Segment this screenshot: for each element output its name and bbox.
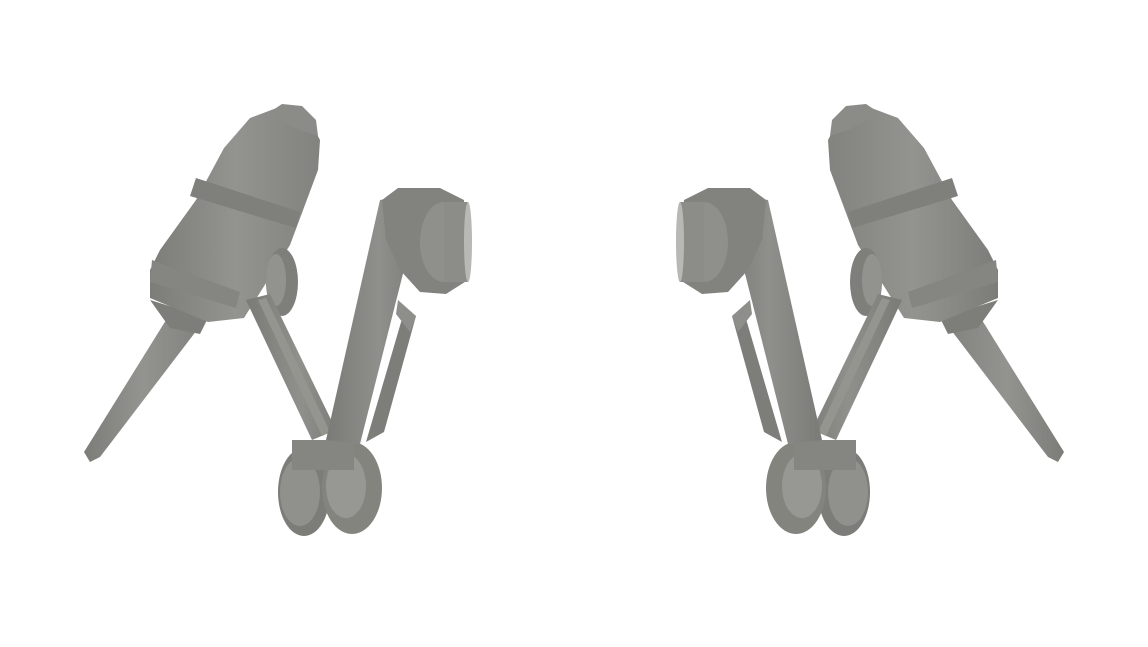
left-arm xyxy=(84,104,472,536)
right-arm xyxy=(676,104,1064,536)
